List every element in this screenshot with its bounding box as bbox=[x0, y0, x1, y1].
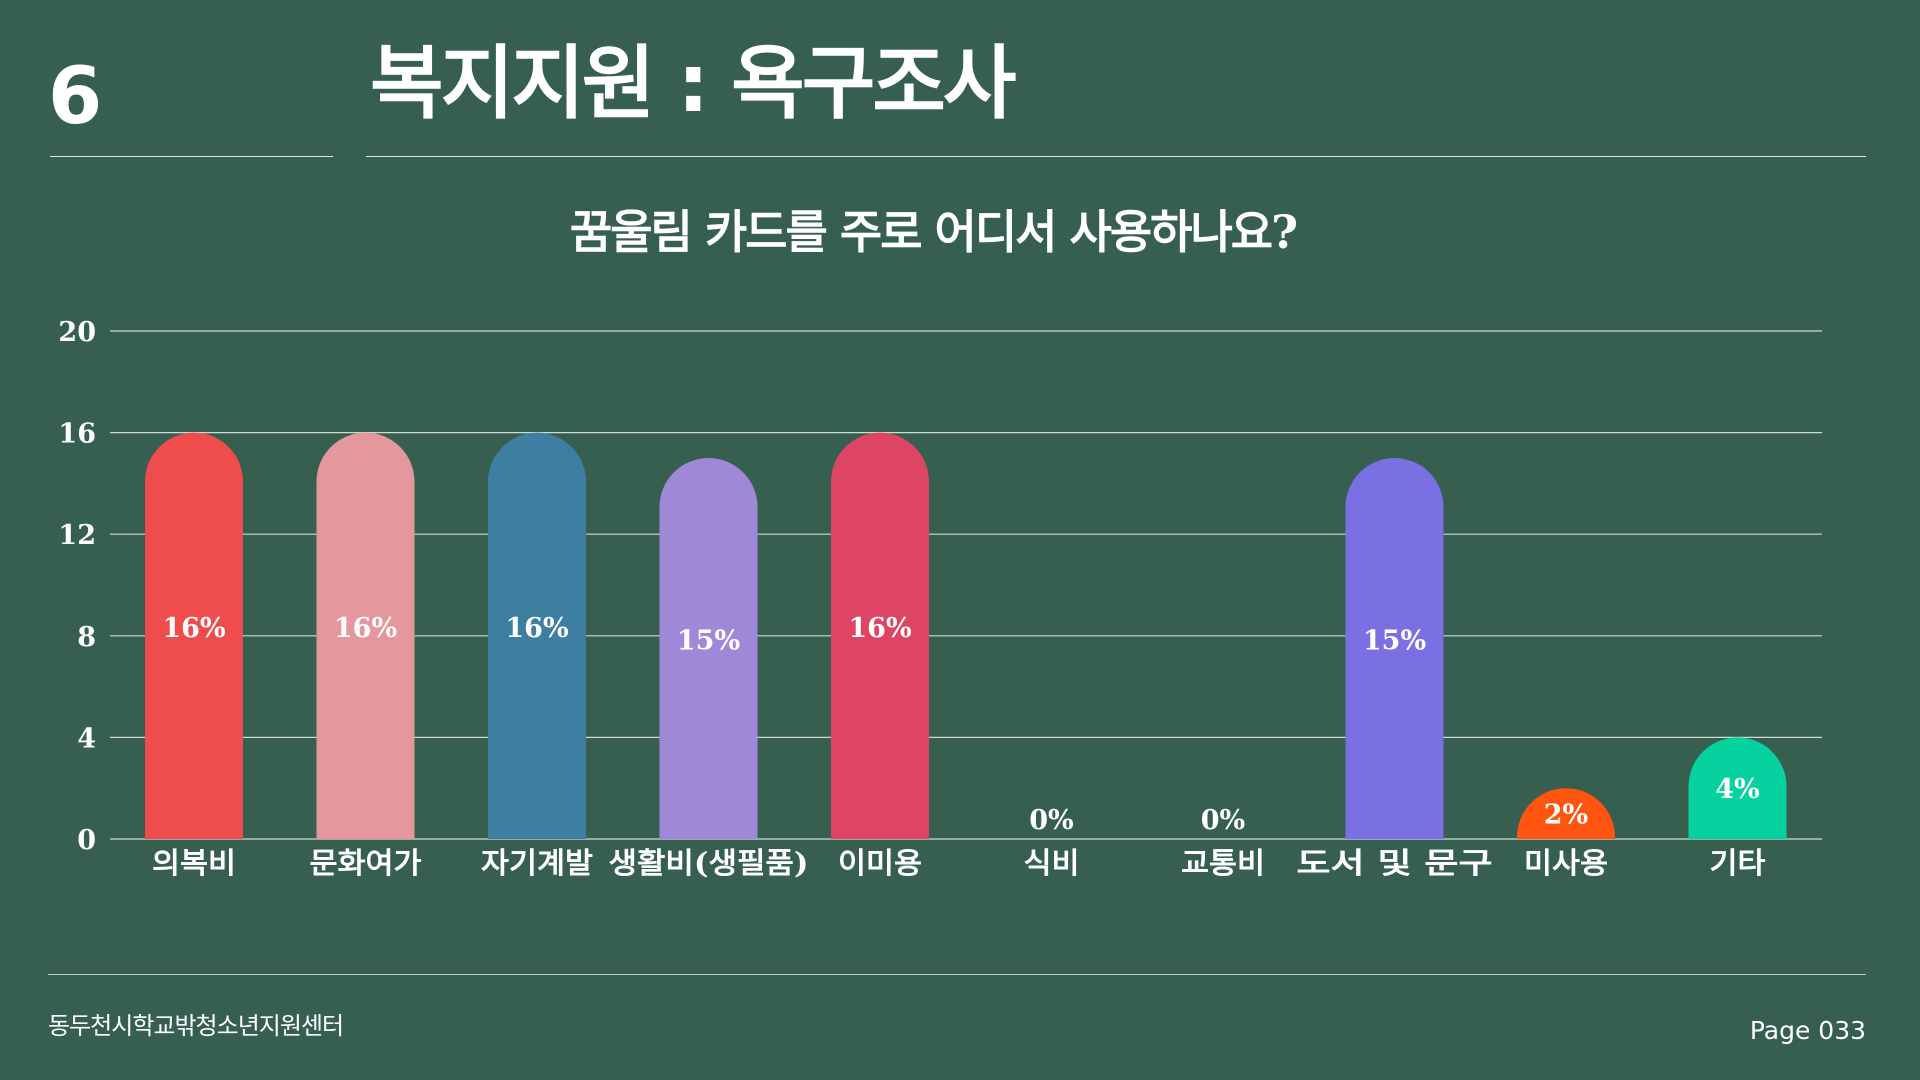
data-label: 16% bbox=[848, 613, 911, 644]
data-label: 0% bbox=[1029, 805, 1073, 836]
y-axis-ticks: 0 4 8 12 16 20 bbox=[58, 317, 96, 856]
slide-number: 6 bbox=[48, 52, 103, 142]
data-label: 16% bbox=[334, 613, 397, 644]
data-labels: 16% 16% 16% 15% 16% 0% 0% 15% 2% 4% bbox=[162, 613, 1759, 836]
footer-rule bbox=[48, 974, 1866, 975]
x-category-label: 이미용 bbox=[838, 846, 922, 880]
x-category-label: 식비 bbox=[1024, 846, 1080, 880]
header-rule-right bbox=[366, 156, 1866, 157]
y-tick-label: 20 bbox=[58, 317, 96, 348]
bar bbox=[488, 432, 586, 839]
y-tick-label: 4 bbox=[77, 723, 96, 754]
data-label: 15% bbox=[1363, 626, 1426, 657]
data-label: 4% bbox=[1715, 774, 1759, 805]
data-label: 16% bbox=[162, 613, 225, 644]
data-label: 0% bbox=[1201, 805, 1245, 836]
page-number: Page 033 bbox=[1749, 1016, 1866, 1045]
bar bbox=[316, 432, 415, 839]
x-category-label: 문화여가 bbox=[310, 846, 422, 880]
bar-chart: 0 4 8 12 16 20 16% 16% 16% 15% 16% 0% 0% 15% 2% 4% 의복비… bbox=[58, 317, 1822, 880]
chart-title: 꿈울림 카드를 주로 어디서 사용하나요? bbox=[569, 205, 1298, 259]
x-category-label: 교통비 bbox=[1181, 846, 1265, 880]
bar bbox=[1345, 457, 1444, 839]
bar bbox=[1688, 737, 1787, 839]
y-tick-label: 8 bbox=[77, 622, 96, 653]
bar bbox=[831, 432, 929, 839]
footer-organization: 동두천시학교밖청소년지원센터 bbox=[48, 1012, 344, 1040]
x-category-label: 도서 및 문구 bbox=[1297, 846, 1493, 880]
bar bbox=[1517, 788, 1615, 839]
x-category-label: 생활비(생필품) bbox=[609, 846, 809, 880]
x-axis-categories: 의복비 문화여가 자기계발 생활비(생필품) 이미용 식비 교통비 도서 및 문구 미사용 기타 bbox=[152, 846, 1766, 880]
x-category-label: 미사용 bbox=[1524, 846, 1608, 880]
bar bbox=[659, 457, 758, 839]
x-category-label: 기타 bbox=[1710, 846, 1766, 880]
y-tick-label: 12 bbox=[58, 520, 96, 551]
data-label: 16% bbox=[505, 613, 568, 644]
data-label: 15% bbox=[677, 626, 740, 657]
y-tick-label: 16 bbox=[58, 419, 96, 450]
header-rule-left bbox=[50, 156, 333, 157]
x-category-label: 자기계발 bbox=[481, 846, 593, 880]
page-title: 복지지원 : 욕구조사 bbox=[370, 37, 1016, 130]
bar bbox=[145, 432, 243, 839]
bars bbox=[145, 432, 1787, 839]
x-category-label: 의복비 bbox=[152, 846, 236, 880]
data-label: 2% bbox=[1544, 800, 1588, 831]
y-tick-label: 0 bbox=[77, 825, 96, 856]
